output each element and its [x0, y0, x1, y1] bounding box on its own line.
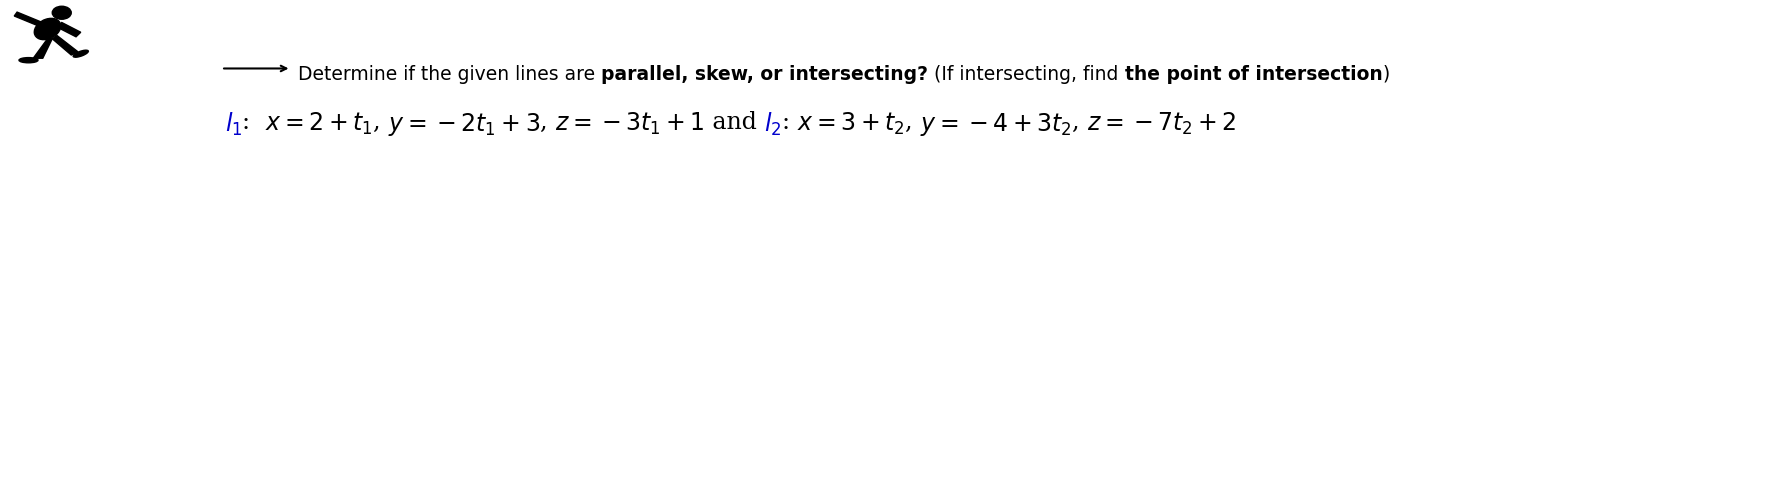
Text: ,: ,: [540, 111, 555, 134]
Polygon shape: [14, 12, 41, 26]
Text: ): ): [1383, 65, 1390, 84]
Text: :: :: [782, 111, 796, 134]
Text: $x = 2+t_1$: $x = 2+t_1$: [265, 111, 373, 137]
Text: $l_2$: $l_2$: [765, 111, 782, 138]
Text: $l_1$: $l_1$: [224, 111, 242, 138]
Text: and: and: [705, 111, 765, 134]
Ellipse shape: [19, 58, 39, 63]
Text: :: :: [242, 111, 265, 134]
Text: ,: ,: [1072, 111, 1088, 134]
Text: $y = -4+3t_2$: $y = -4+3t_2$: [920, 111, 1072, 138]
Text: ,: ,: [373, 111, 389, 134]
Text: ,: ,: [906, 111, 920, 134]
Polygon shape: [57, 22, 81, 37]
Polygon shape: [34, 39, 53, 58]
Text: (If intersecting, find: (If intersecting, find: [929, 65, 1125, 84]
Text: parallel, skew, or intersecting?: parallel, skew, or intersecting?: [602, 65, 929, 84]
Polygon shape: [53, 36, 78, 55]
Text: $y = -2t_1 +3$: $y = -2t_1 +3$: [389, 111, 540, 138]
Ellipse shape: [34, 19, 60, 40]
Ellipse shape: [72, 50, 88, 57]
Text: Determine if the given lines are: Determine if the given lines are: [298, 65, 602, 84]
Text: $x = 3+t_2$: $x = 3+t_2$: [796, 111, 906, 137]
Text: $z = -3t_1 +1$: $z = -3t_1 +1$: [555, 111, 705, 137]
Text: $z = -7t_2 +2$: $z = -7t_2 +2$: [1088, 111, 1236, 137]
Circle shape: [53, 6, 71, 19]
Text: the point of intersection: the point of intersection: [1125, 65, 1383, 84]
